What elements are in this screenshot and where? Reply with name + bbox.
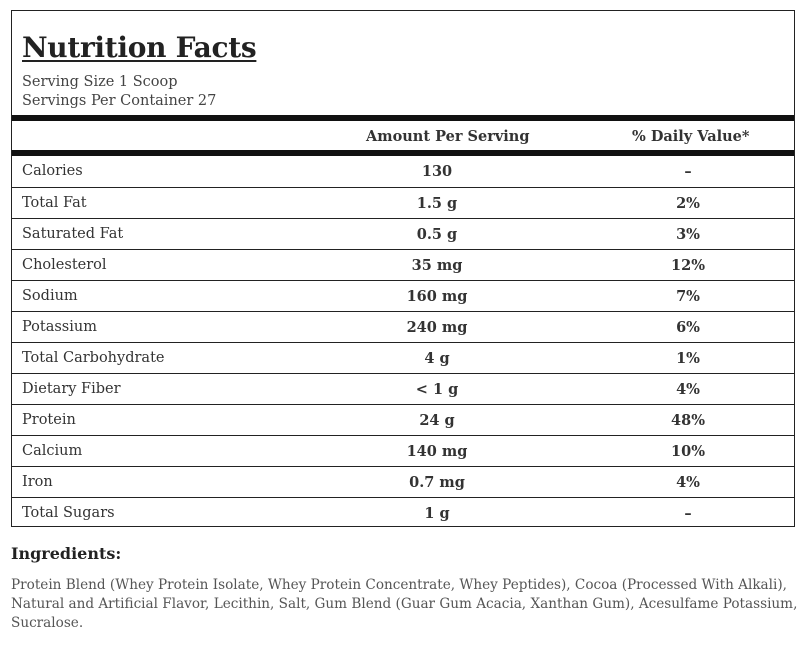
nutrient-daily-value: 12% [671,257,705,274]
nutrient-name: Calories [22,163,83,179]
nutrient-amount: 1.5 g [416,195,458,212]
nutrient-daily-value: 48% [671,412,705,429]
thick-divider-bottom [12,150,794,156]
nutrient-daily-value: 4% [676,474,700,491]
ingredients-list: Protein Blend (Whey Protein Isolate, Whe… [11,577,798,631]
nutrient-name: Cholesterol [22,257,107,273]
nutrient-daily-value: 3% [676,226,700,243]
nutrient-row: Iron 0.7 mg 4% [12,466,794,497]
nutrient-amount: 160 mg [406,288,468,305]
nutrient-daily-value: 4% [676,381,700,398]
nutrient-table: Calories 130 – Total Fat 1.5 g 2% Satura… [12,156,794,528]
nutrition-facts-panel: Nutrition Facts Serving Size 1 Scoop Ser… [11,10,795,527]
nutrient-name: Calcium [22,443,83,459]
nutrient-daily-value: 6% [676,319,700,336]
nutrient-name: Protein [22,412,76,428]
servings-per-container: Servings Per Container 27 [22,93,217,109]
nutrient-name: Total Fat [22,195,87,211]
nutrient-amount: 130 [421,163,453,180]
nutrient-amount: 4 g [424,350,450,367]
nutrient-amount: 35 mg [411,257,463,274]
nutrient-row: Total Carbohydrate 4 g 1% [12,342,794,373]
nutrient-row: Protein 24 g 48% [12,404,794,435]
nutrient-amount: 140 mg [406,443,468,460]
ingredients-heading: Ingredients: [11,544,122,563]
nutrient-amount: 24 g [419,412,455,429]
nutrient-amount: 1 g [424,505,450,522]
nutrient-row: Potassium 240 mg 6% [12,311,794,342]
nutrition-facts-title: Nutrition Facts [22,31,257,64]
nutrient-row: Cholesterol 35 mg 12% [12,249,794,280]
nutrient-name: Dietary Fiber [22,381,121,397]
serving-size: Serving Size 1 Scoop [22,74,178,90]
nutrient-amount: < 1 g [415,381,459,398]
nutrient-name: Saturated Fat [22,226,124,242]
nutrient-name: Iron [22,474,53,490]
nutrient-row: Total Sugars 1 g – [12,497,794,528]
nutrient-row: Calories 130 – [12,156,794,187]
daily-value-header: % Daily Value* [632,128,750,145]
thick-divider-top [12,115,794,121]
nutrient-daily-value: 2% [676,195,700,212]
nutrient-name: Total Carbohydrate [22,350,165,366]
nutrient-row: Saturated Fat 0.5 g 3% [12,218,794,249]
nutrient-amount: 0.7 mg [409,474,465,491]
nutrient-name: Total Sugars [22,505,115,521]
nutrient-daily-value: – [684,163,692,180]
nutrient-name: Sodium [22,288,78,304]
nutrient-daily-value: 10% [671,443,705,460]
nutrient-name: Potassium [22,319,97,335]
nutrient-amount: 0.5 g [416,226,458,243]
nutrient-daily-value: – [684,505,692,522]
nutrient-daily-value: 1% [676,350,700,367]
nutrient-row: Sodium 160 mg 7% [12,280,794,311]
nutrient-row: Calcium 140 mg 10% [12,435,794,466]
nutrient-daily-value: 7% [676,288,700,305]
nutrient-row: Total Fat 1.5 g 2% [12,187,794,218]
amount-per-serving-header: Amount Per Serving [366,128,530,145]
nutrient-row: Dietary Fiber < 1 g 4% [12,373,794,404]
nutrient-amount: 240 mg [406,319,468,336]
